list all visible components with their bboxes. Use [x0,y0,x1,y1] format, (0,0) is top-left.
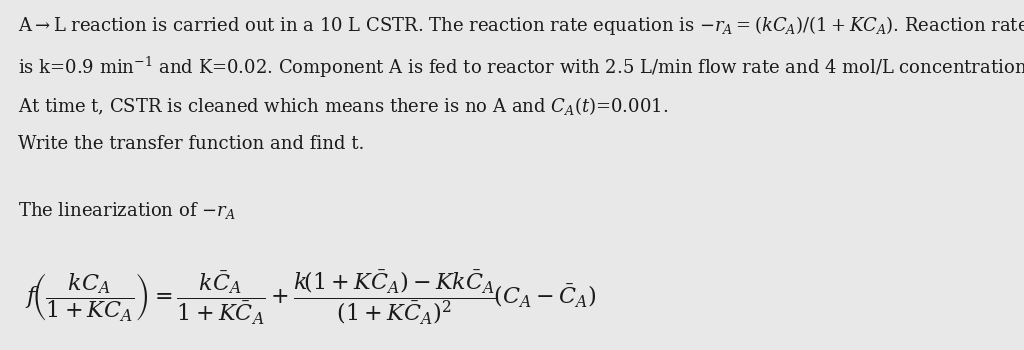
Text: A$\rightarrow$L reaction is carried out in a 10 L CSTR. The reaction rate equati: A$\rightarrow$L reaction is carried out … [18,14,1024,37]
Text: At time t, CSTR is cleaned which means there is no A and $C_A(t)$=0.001.: At time t, CSTR is cleaned which means t… [18,95,669,117]
Text: is k=0.9 min$^{-1}$ and K=0.02. Component A is fed to reactor with 2.5 L/min flo: is k=0.9 min$^{-1}$ and K=0.02. Componen… [18,55,1024,80]
Text: The linearization of $-r_A$: The linearization of $-r_A$ [18,200,236,221]
Text: Write the transfer function and find t.: Write the transfer function and find t. [18,135,365,153]
Text: $f\!\left(\dfrac{kC_A}{1+KC_A}\right) = \dfrac{k\bar{C}_A}{1+K\bar{C}_A} + \dfra: $f\!\left(\dfrac{kC_A}{1+KC_A}\right) = … [26,268,596,326]
